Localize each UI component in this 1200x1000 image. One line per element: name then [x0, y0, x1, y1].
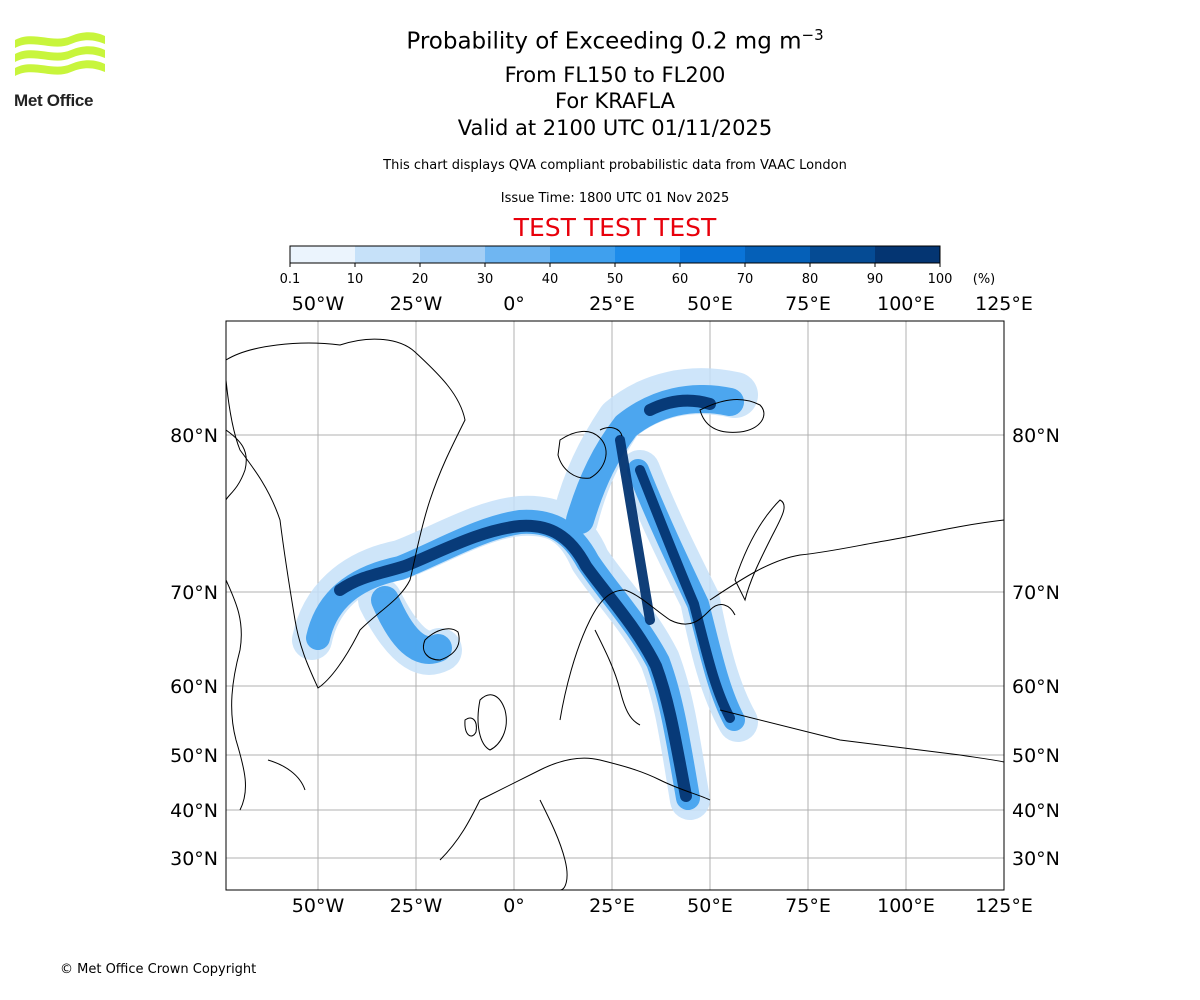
colorbar-tick-label: 10 — [347, 272, 364, 287]
colorbar-segment — [550, 246, 616, 263]
chart-title: Probability of Exceeding 0.2 mg m−3 — [406, 26, 824, 55]
colorbar-segment — [355, 246, 421, 263]
test-banner: TEST TEST TEST — [513, 213, 717, 242]
lon-label-top: 125°E — [975, 293, 1033, 315]
met-office-logo-text: Met Office — [14, 91, 94, 110]
level-range: From FL150 to FL200 — [504, 63, 726, 87]
colorbar-tick-label: 40 — [542, 272, 559, 287]
valid-time: Valid at 2100 UTC 01/11/2025 — [457, 116, 773, 140]
lon-label-top: 75°E — [785, 293, 831, 315]
colorbar-tick-label: 90 — [867, 272, 884, 287]
lon-label-bottom: 0° — [503, 895, 525, 917]
lat-label-left: 30°N — [170, 848, 218, 870]
axis-labels: 50°W 50°W 25°W 25°W 0° 0° 25°E 25°E 50°E 50°E 75°E… — [170, 293, 1060, 917]
lat-label-right: 40°N — [1012, 800, 1060, 822]
lon-label-bottom: 100°E — [877, 895, 935, 917]
lat-label-right: 60°N — [1012, 676, 1060, 698]
ash-probability-plume — [292, 368, 758, 820]
colorbar-tick-label: 20 — [412, 272, 429, 287]
met-office-logo — [15, 32, 105, 76]
colorbar-tick-label: 100 — [928, 272, 953, 287]
lat-label-left: 40°N — [170, 800, 218, 822]
lat-label-right: 30°N — [1012, 848, 1060, 870]
lat-label-left: 70°N — [170, 582, 218, 604]
colorbar-unit: (%) — [973, 272, 996, 287]
colorbar-segment — [420, 246, 486, 263]
lat-label-left: 80°N — [170, 425, 218, 447]
colorbar-segment — [680, 246, 746, 263]
lon-label-bottom: 50°E — [687, 895, 733, 917]
colorbar-segment — [810, 246, 876, 263]
lon-label-bottom: 50°W — [292, 895, 345, 917]
chart-description: This chart displays QVA compliant probab… — [383, 158, 847, 173]
lon-label-bottom: 75°E — [785, 895, 831, 917]
volcano-name: For KRAFLA — [555, 89, 675, 113]
colorbar-tick-label: 80 — [802, 272, 819, 287]
coastlines — [226, 338, 1004, 890]
colorbar-tick-label: 50 — [607, 272, 624, 287]
issue-time: Issue Time: 1800 UTC 01 Nov 2025 — [500, 191, 730, 206]
lon-label-bottom: 25°W — [390, 895, 443, 917]
colorbar: 0.1 10 20 30 40 50 60 70 80 90 100 (%) — [280, 245, 996, 287]
lon-label-top: 100°E — [877, 293, 935, 315]
lat-label-right: 70°N — [1012, 582, 1060, 604]
lon-label-top: 25°W — [390, 293, 443, 315]
lat-label-left: 50°N — [170, 745, 218, 767]
colorbar-segment — [615, 246, 681, 263]
copyright-notice: © Met Office Crown Copyright — [60, 962, 257, 977]
colorbar-segment — [745, 246, 811, 263]
colorbar-segment — [485, 246, 551, 263]
colorbar-tick-label: 70 — [737, 272, 754, 287]
colorbar-segment — [875, 246, 941, 263]
lat-label-right: 50°N — [1012, 745, 1060, 767]
lon-label-top: 50°W — [292, 293, 345, 315]
colorbar-segment — [290, 246, 356, 263]
lon-label-top: 25°E — [589, 293, 635, 315]
lon-label-top: 0° — [503, 293, 525, 315]
lat-label-left: 60°N — [170, 676, 218, 698]
colorbar-tick-label: 0.1 — [280, 272, 301, 287]
colorbar-tick-label: 60 — [672, 272, 689, 287]
lon-label-bottom: 125°E — [975, 895, 1033, 917]
lon-label-top: 50°E — [687, 293, 733, 315]
colorbar-tick-label: 30 — [477, 272, 494, 287]
lat-label-right: 80°N — [1012, 425, 1060, 447]
map-frame — [225, 320, 1005, 891]
lon-label-bottom: 25°E — [589, 895, 635, 917]
